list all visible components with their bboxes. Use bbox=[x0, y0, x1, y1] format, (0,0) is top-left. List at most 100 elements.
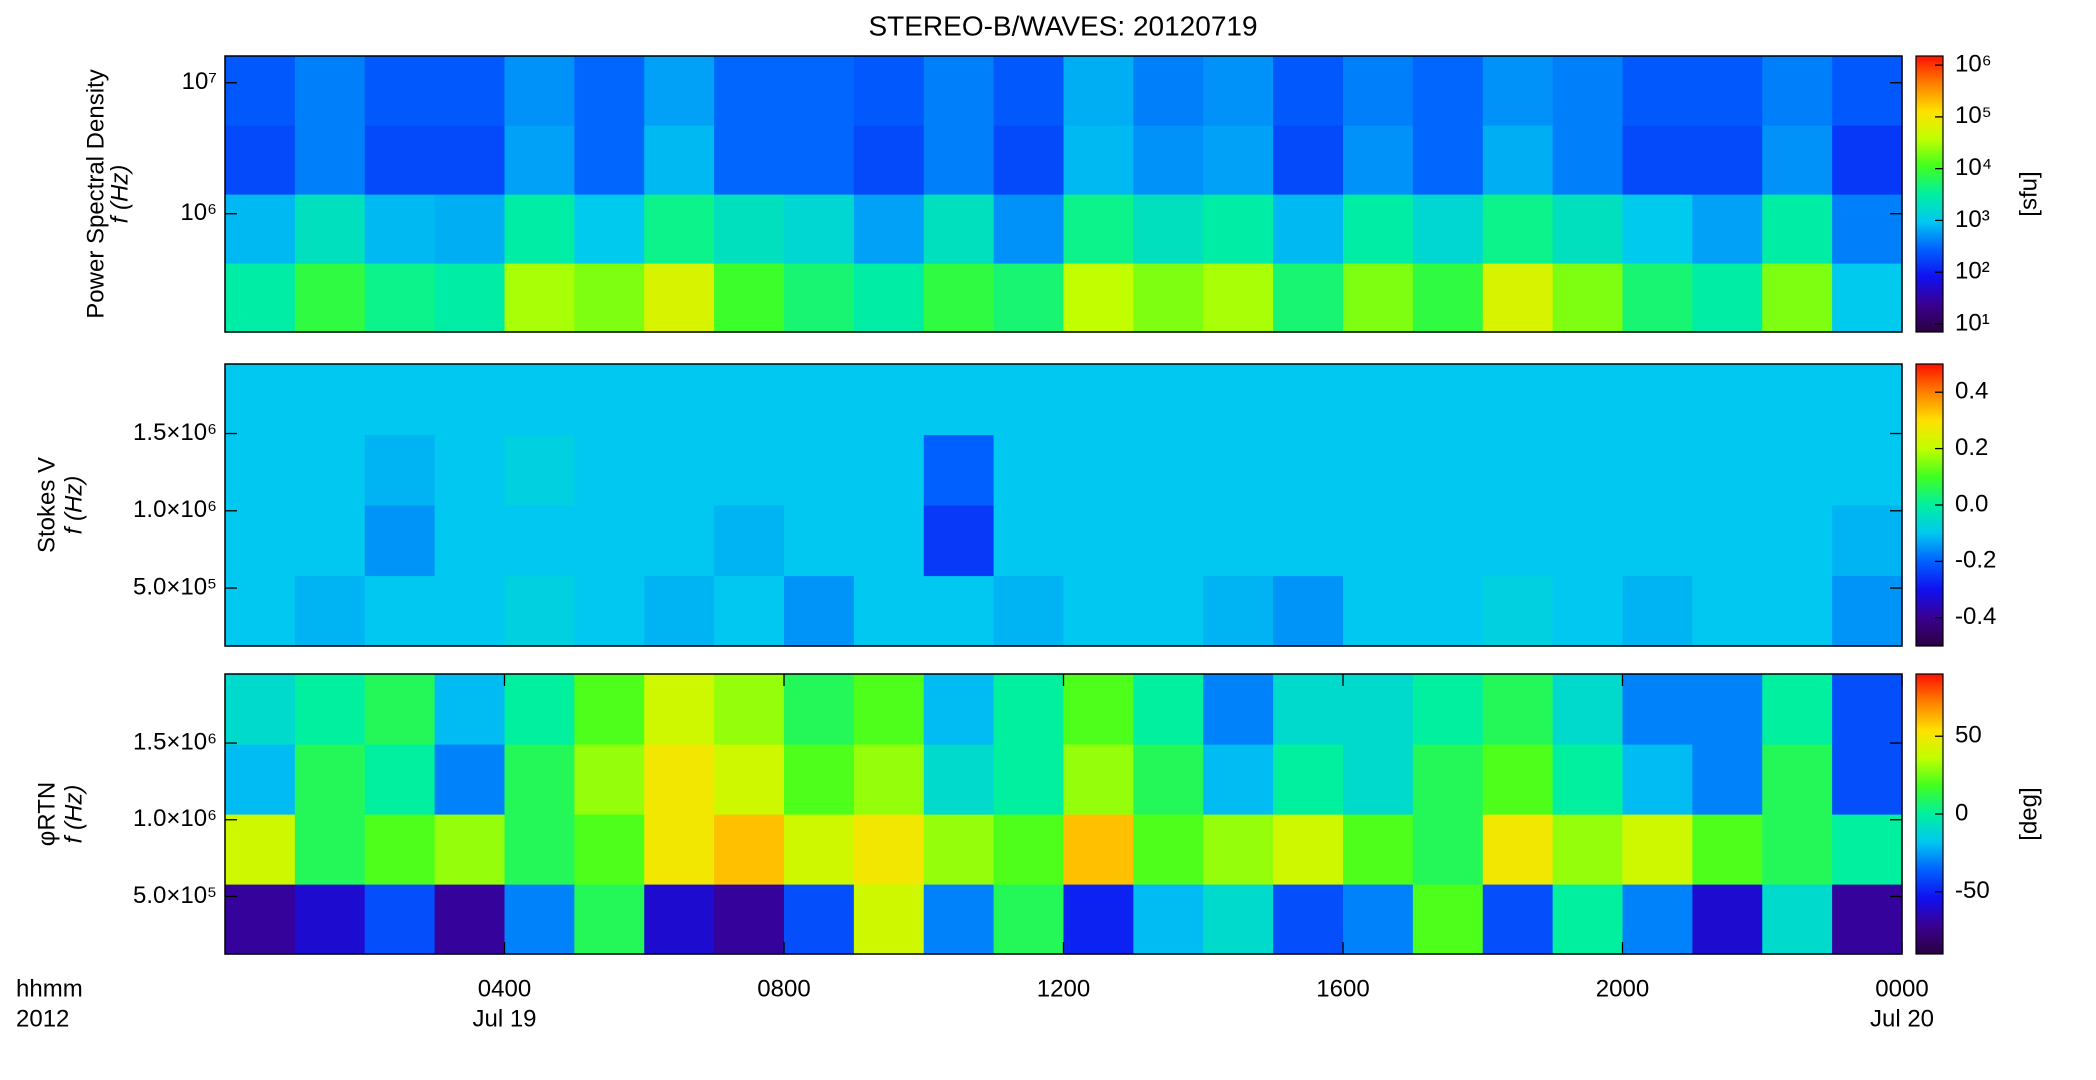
heatmap-cell bbox=[923, 575, 995, 647]
heatmap-cell bbox=[1692, 125, 1763, 195]
heatmap-cell bbox=[364, 364, 436, 436]
heatmap-cell bbox=[1273, 194, 1344, 264]
heatmap-cell bbox=[853, 263, 925, 333]
heatmap-cell bbox=[1692, 434, 1763, 506]
heatmap-cell bbox=[993, 505, 1065, 577]
heatmap-cell bbox=[294, 575, 366, 647]
heatmap-cell bbox=[1343, 263, 1414, 333]
y-tick-label: 5.0×10⁵ bbox=[133, 882, 217, 909]
heatmap-cell bbox=[1343, 814, 1414, 885]
heatmap-cell bbox=[853, 56, 925, 126]
heatmap-cell bbox=[644, 674, 715, 745]
heatmap-cell bbox=[853, 364, 925, 436]
heatmap-cell bbox=[1552, 434, 1624, 506]
heatmap-cell bbox=[644, 125, 715, 195]
heatmap-cell bbox=[1552, 505, 1624, 577]
heatmap-cell bbox=[574, 364, 645, 436]
heatmap-cell bbox=[1343, 125, 1414, 195]
heatmap-cell bbox=[993, 575, 1065, 647]
heatmap-cell bbox=[714, 674, 785, 745]
heatmap-cell bbox=[1552, 575, 1624, 647]
heatmap-cell bbox=[364, 884, 436, 955]
heatmap-cell bbox=[574, 263, 645, 333]
colorbar-tick-label: 0.2 bbox=[1955, 434, 1988, 461]
x-tick-label: 1200 bbox=[1037, 975, 1090, 1002]
heatmap-cell bbox=[1133, 56, 1204, 126]
heatmap-cell bbox=[1343, 194, 1414, 264]
heatmap-cell bbox=[294, 364, 366, 436]
x-tick-label: 2000 bbox=[1596, 975, 1649, 1002]
heatmap-cell bbox=[434, 884, 506, 955]
heatmap-cell bbox=[1622, 884, 1693, 955]
y-tick-label: 1.5×10⁶ bbox=[133, 419, 217, 446]
heatmap-cell bbox=[784, 744, 855, 815]
heatmap-cell bbox=[1832, 814, 1903, 885]
heatmap-cell bbox=[1832, 434, 1903, 506]
heatmap-cell bbox=[1832, 125, 1903, 195]
heatmap-cell bbox=[853, 674, 925, 745]
heatmap-cell bbox=[1203, 505, 1274, 577]
heatmap-cell bbox=[1552, 744, 1624, 815]
heatmap-cell bbox=[784, 194, 855, 264]
heatmap-cell bbox=[1063, 744, 1134, 815]
heatmap-cell bbox=[1203, 56, 1274, 126]
heatmap-cell bbox=[574, 674, 645, 745]
heatmap-cell bbox=[853, 814, 925, 885]
heatmap-cell bbox=[1552, 674, 1624, 745]
heatmap-cell bbox=[1343, 575, 1414, 647]
heatmap-cell bbox=[923, 263, 995, 333]
heatmap-cell bbox=[434, 744, 506, 815]
heatmap-cell bbox=[1412, 364, 1484, 436]
heatmap-cell bbox=[1203, 125, 1274, 195]
x-axis-label: hhmm bbox=[16, 975, 83, 1002]
heatmap-cell bbox=[1133, 884, 1204, 955]
heatmap-cell bbox=[784, 434, 855, 506]
heatmap-cell bbox=[225, 575, 296, 647]
heatmap-cell bbox=[714, 125, 785, 195]
heatmap-cell bbox=[1343, 364, 1414, 436]
heatmap-cell bbox=[644, 364, 715, 436]
heatmap-cell bbox=[1133, 434, 1204, 506]
heatmap-cell bbox=[434, 434, 506, 506]
heatmap-cell bbox=[1622, 505, 1693, 577]
heatmap-cell bbox=[504, 263, 575, 333]
heatmap-cell bbox=[1482, 194, 1554, 264]
heatmap-cell bbox=[1762, 364, 1833, 436]
heatmap-cell bbox=[1343, 744, 1414, 815]
heatmap-cell bbox=[853, 434, 925, 506]
heatmap-cell bbox=[574, 884, 645, 955]
heatmap-cell bbox=[1063, 56, 1134, 126]
heatmap-cell bbox=[1063, 125, 1134, 195]
heatmap-cell bbox=[225, 125, 296, 195]
heatmap-cell bbox=[1063, 263, 1134, 333]
heatmap-cell bbox=[504, 505, 575, 577]
heatmap-cell bbox=[434, 56, 506, 126]
heatmap-cell bbox=[1762, 56, 1833, 126]
heatmap-cell bbox=[574, 744, 645, 815]
heatmap-cell bbox=[993, 814, 1065, 885]
heatmap-cell bbox=[1552, 814, 1624, 885]
heatmap-cell bbox=[1622, 744, 1693, 815]
heatmap-cell bbox=[993, 434, 1065, 506]
heatmap-cell bbox=[1482, 674, 1554, 745]
heatmap-cell bbox=[1832, 744, 1903, 815]
heatmap-cell bbox=[294, 125, 366, 195]
heatmap-cell bbox=[1063, 194, 1134, 264]
heatmap-cell bbox=[294, 505, 366, 577]
y-axis-label: Stokes V bbox=[33, 457, 60, 553]
heatmap-cell bbox=[574, 194, 645, 264]
heatmap-cell bbox=[1273, 56, 1344, 126]
y-tick-label: 1.5×10⁶ bbox=[133, 728, 217, 755]
heatmap-cell bbox=[504, 125, 575, 195]
heatmap-cell bbox=[1133, 194, 1204, 264]
heatmap-cell bbox=[1412, 884, 1484, 955]
heatmap-cell bbox=[364, 125, 436, 195]
heatmap-cell bbox=[1762, 744, 1833, 815]
heatmap-cell bbox=[1692, 505, 1763, 577]
heatmap-cell bbox=[1832, 575, 1903, 647]
heatmap-cell bbox=[434, 125, 506, 195]
heatmap-cell bbox=[225, 884, 296, 955]
heatmap-cell bbox=[1482, 575, 1554, 647]
heatmap-cell bbox=[784, 884, 855, 955]
